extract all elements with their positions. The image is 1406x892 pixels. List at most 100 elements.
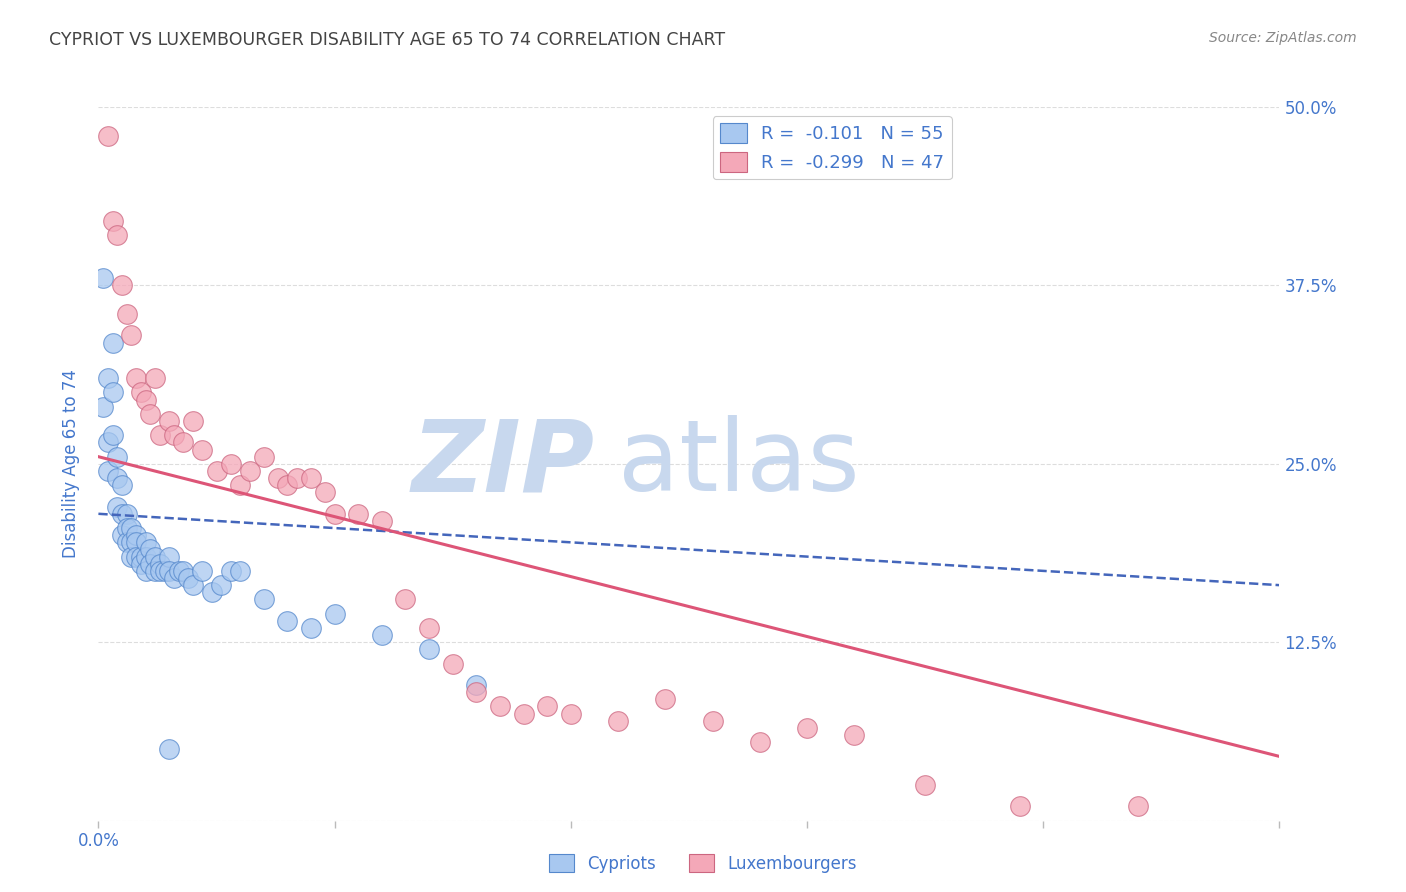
Point <box>654 692 676 706</box>
Point <box>347 507 370 521</box>
Point <box>276 614 298 628</box>
Point <box>560 706 582 721</box>
Point <box>149 564 172 578</box>
Point <box>536 699 558 714</box>
Point <box>105 228 128 243</box>
Point <box>702 714 724 728</box>
Point <box>105 471 128 485</box>
Point <box>177 571 200 585</box>
Point <box>125 549 148 564</box>
Text: ZIP: ZIP <box>412 416 595 512</box>
Point <box>97 371 120 385</box>
Point <box>844 728 866 742</box>
Point <box>465 685 488 699</box>
Point <box>219 564 242 578</box>
Point <box>172 564 194 578</box>
Point <box>394 592 416 607</box>
Point <box>796 721 818 735</box>
Point <box>276 478 298 492</box>
Point <box>229 478 252 492</box>
Point <box>129 557 152 571</box>
Point <box>191 442 214 457</box>
Point <box>121 521 143 535</box>
Point <box>418 621 440 635</box>
Point <box>209 578 232 592</box>
Point <box>191 564 214 578</box>
Point <box>101 214 124 228</box>
Point <box>181 578 204 592</box>
Point <box>512 706 534 721</box>
Point <box>323 607 346 621</box>
Point <box>115 507 138 521</box>
Point <box>607 714 630 728</box>
Point <box>489 699 512 714</box>
Point <box>285 471 308 485</box>
Point <box>97 128 120 143</box>
Point <box>748 735 770 749</box>
Point <box>101 385 124 400</box>
Point <box>101 428 124 442</box>
Point <box>219 457 242 471</box>
Point <box>135 392 157 407</box>
Point <box>143 371 166 385</box>
Point <box>239 464 262 478</box>
Point <box>163 571 186 585</box>
Point <box>167 564 190 578</box>
Point <box>125 371 148 385</box>
Point <box>115 535 138 549</box>
Point <box>229 564 252 578</box>
Point <box>441 657 464 671</box>
Y-axis label: Disability Age 65 to 74: Disability Age 65 to 74 <box>62 369 80 558</box>
Point <box>105 500 128 514</box>
Point <box>135 564 157 578</box>
Point <box>111 507 134 521</box>
Point <box>139 542 162 557</box>
Point <box>157 549 180 564</box>
Point <box>143 549 166 564</box>
Point <box>135 535 157 549</box>
Point <box>129 549 152 564</box>
Point <box>267 471 290 485</box>
Point <box>1126 799 1149 814</box>
Point <box>125 528 148 542</box>
Point <box>105 450 128 464</box>
Point <box>111 478 134 492</box>
Point <box>111 278 134 293</box>
Point <box>157 564 180 578</box>
Point <box>172 435 194 450</box>
Point <box>121 535 143 549</box>
Point <box>153 564 176 578</box>
Point <box>115 521 138 535</box>
Point <box>157 414 180 428</box>
Point <box>143 564 166 578</box>
Point <box>163 428 186 442</box>
Legend: Cypriots, Luxembourgers: Cypriots, Luxembourgers <box>543 847 863 880</box>
Point <box>253 592 276 607</box>
Point <box>149 428 172 442</box>
Point <box>299 471 322 485</box>
Point <box>149 557 172 571</box>
Point <box>253 450 276 464</box>
Point <box>201 585 224 599</box>
Point <box>97 464 120 478</box>
Point <box>121 328 143 343</box>
Point <box>299 621 322 635</box>
Text: atlas: atlas <box>619 416 859 512</box>
Point <box>91 400 114 414</box>
Point <box>465 678 488 692</box>
Legend: R =  -0.101   N = 55, R =  -0.299   N = 47: R = -0.101 N = 55, R = -0.299 N = 47 <box>713 116 952 179</box>
Point <box>1008 799 1031 814</box>
Point <box>101 335 124 350</box>
Point <box>914 778 936 792</box>
Text: Source: ZipAtlas.com: Source: ZipAtlas.com <box>1209 31 1357 45</box>
Point <box>139 557 162 571</box>
Text: CYPRIOT VS LUXEMBOURGER DISABILITY AGE 65 TO 74 CORRELATION CHART: CYPRIOT VS LUXEMBOURGER DISABILITY AGE 6… <box>49 31 725 49</box>
Point <box>371 514 394 528</box>
Point <box>111 528 134 542</box>
Point <box>135 549 157 564</box>
Point <box>371 628 394 642</box>
Point <box>125 535 148 549</box>
Point <box>418 642 440 657</box>
Point <box>115 307 138 321</box>
Point <box>314 485 336 500</box>
